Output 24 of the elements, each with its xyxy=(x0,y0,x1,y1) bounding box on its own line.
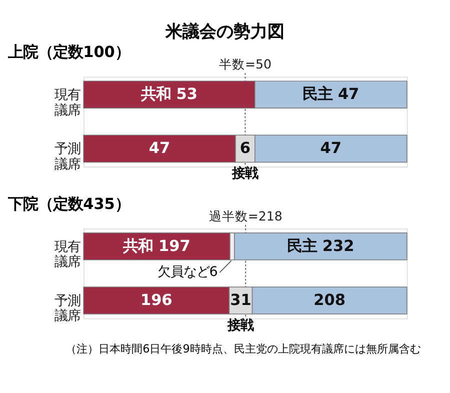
data-label: 47 xyxy=(320,139,342,158)
text: （注）日本時間6日午後9時時点、民主党の上院現有議席には無所属含む xyxy=(66,342,421,356)
data-label: 208 xyxy=(314,290,346,309)
data-label: 47 xyxy=(148,139,170,158)
ref-line-label: 半数=50 xyxy=(218,56,272,72)
chart-subtitle: 下院（定数435） xyxy=(7,194,130,213)
y-tick-label: 予測議席 xyxy=(54,292,80,324)
bar xyxy=(83,232,230,260)
annotation: 接戦 xyxy=(231,165,258,182)
y-tick-label: 現有議席 xyxy=(54,238,80,270)
y-tick-label: 予測議席 xyxy=(54,141,80,172)
annotation: 欠員など6 xyxy=(157,264,218,280)
data-label: 民主 47 xyxy=(302,85,360,104)
data-label: 31 xyxy=(230,290,252,309)
data-label: 共和 197 xyxy=(122,236,190,255)
y-tick-label: 現有議席 xyxy=(54,87,80,118)
data-label: 共和 53 xyxy=(140,85,198,104)
data-label: 196 xyxy=(140,290,172,309)
annotation: 接戦 xyxy=(226,317,254,334)
data-label: 6 xyxy=(240,139,251,158)
chart-title: 米議会の勢力図 xyxy=(164,22,284,42)
chart-subtitle: 上院（定数100） xyxy=(7,42,130,61)
ref-line-label: 過半数=218 xyxy=(208,208,282,224)
data-label: 民主 232 xyxy=(287,236,354,255)
